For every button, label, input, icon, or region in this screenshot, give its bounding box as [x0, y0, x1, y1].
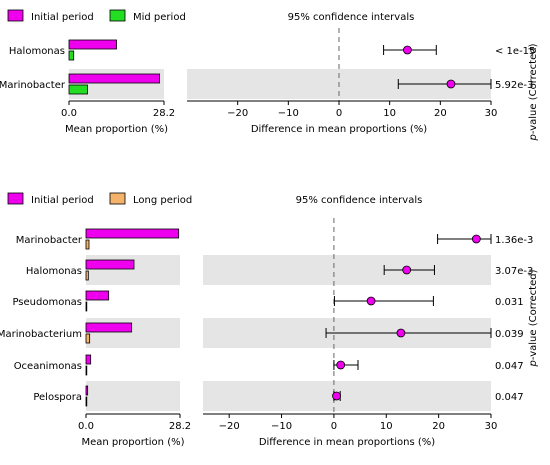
bar [85, 259, 135, 270]
bar [85, 354, 92, 365]
legend-label: Initial period [31, 195, 94, 206]
p-value: 5.92e-3 [495, 80, 533, 91]
bar [68, 39, 117, 50]
bar [85, 290, 110, 301]
p-value: 0.039 [495, 329, 524, 340]
ci-title: 95% confidence intervals [288, 12, 415, 23]
legend-swatch [7, 192, 24, 205]
bar [68, 73, 161, 84]
category-label: Pelospora [33, 392, 82, 403]
p-value-axis-label: p-value (Corrected) [528, 43, 539, 141]
category-label: Marinobacterium [0, 329, 82, 340]
bar-axis-title: Mean proportion (%) [65, 124, 168, 135]
bar [85, 365, 88, 376]
row-band [203, 381, 491, 411]
bar [85, 385, 89, 396]
ci-title: 95% confidence intervals [296, 195, 423, 206]
p-value-axis-label: p-value (Corrected) [528, 269, 539, 367]
bar-tick-label: 28.2 [153, 108, 175, 119]
category-label: Pseudomonas [12, 297, 82, 308]
bar [85, 239, 90, 250]
mean-point [446, 79, 456, 89]
bar [85, 228, 180, 239]
bar [85, 396, 88, 407]
p-value: < 1e-15 [495, 46, 535, 57]
row-band [86, 255, 180, 285]
category-label: Halomonas [26, 266, 82, 277]
ci-tick-label: 30 [485, 421, 498, 432]
panel-1: Initial period Mid period 95% confidence i… [0, 9, 539, 142]
p-value: 0.047 [495, 361, 524, 372]
ci-tick-label: −20 [227, 108, 248, 119]
p-value: 1.36e-3 [495, 235, 533, 246]
ci-axis-title: Difference in mean proportions (%) [259, 437, 435, 448]
legend-swatch [7, 9, 24, 22]
ci-tick-label: 20 [434, 108, 447, 119]
row-band [69, 69, 164, 99]
ci-tick-label: 20 [432, 421, 445, 432]
bar-tick-label: 0.0 [61, 108, 77, 119]
bar [85, 322, 133, 333]
p-value-axis-label-p: p [528, 360, 539, 367]
ci-tick-label: 0 [336, 108, 342, 119]
ci-tick-label: 10 [383, 108, 396, 119]
bar-tick-label: 28.2 [169, 421, 191, 432]
p-value: 0.047 [495, 392, 524, 403]
legend-swatch [109, 192, 126, 205]
ci-tick-label: 30 [485, 108, 498, 119]
mean-point [402, 45, 412, 55]
mean-point [366, 296, 376, 306]
category-label: Halomonas [9, 46, 65, 57]
ci-axis-title: Difference in mean proportions (%) [251, 124, 427, 135]
ci-tick-label: 10 [380, 421, 393, 432]
category-label: Oceanimonas [14, 361, 82, 372]
legend-label: Mid period [133, 12, 186, 23]
p-value: 3.07e-3 [495, 266, 533, 277]
mean-point [402, 265, 412, 275]
bar [68, 50, 75, 61]
mean-point [396, 328, 406, 338]
category-label: Marinobacter [0, 80, 66, 91]
bar [85, 301, 88, 312]
category-label: Marinobacter [16, 235, 83, 246]
bar-axis-title: Mean proportion (%) [82, 437, 185, 448]
legend-label: Long period [133, 195, 192, 206]
row-band [86, 381, 180, 411]
p-value-axis-label-rest: -value (Corrected) [528, 43, 539, 134]
p-value-axis-label-p: p [528, 134, 539, 141]
panel-2: Initial period Long period 95% confidence … [0, 192, 539, 448]
ci-tick-label: −20 [219, 421, 240, 432]
mean-point [336, 360, 346, 370]
bar-tick-label: 0.0 [78, 421, 94, 432]
ci-tick-label: 0 [331, 421, 337, 432]
p-value-axis-label-rest: -value (Corrected) [528, 269, 539, 360]
row-band [86, 318, 180, 348]
bar [85, 270, 89, 281]
ci-tick-label: −10 [278, 108, 299, 119]
bar [85, 333, 91, 344]
row-band [203, 255, 491, 285]
mean-point [332, 391, 341, 401]
bar [68, 84, 88, 95]
legend-label: Initial period [31, 12, 94, 23]
mean-point [471, 234, 481, 244]
p-value: 0.031 [495, 297, 524, 308]
legend-swatch [109, 9, 126, 22]
ci-tick-label: −10 [271, 421, 292, 432]
